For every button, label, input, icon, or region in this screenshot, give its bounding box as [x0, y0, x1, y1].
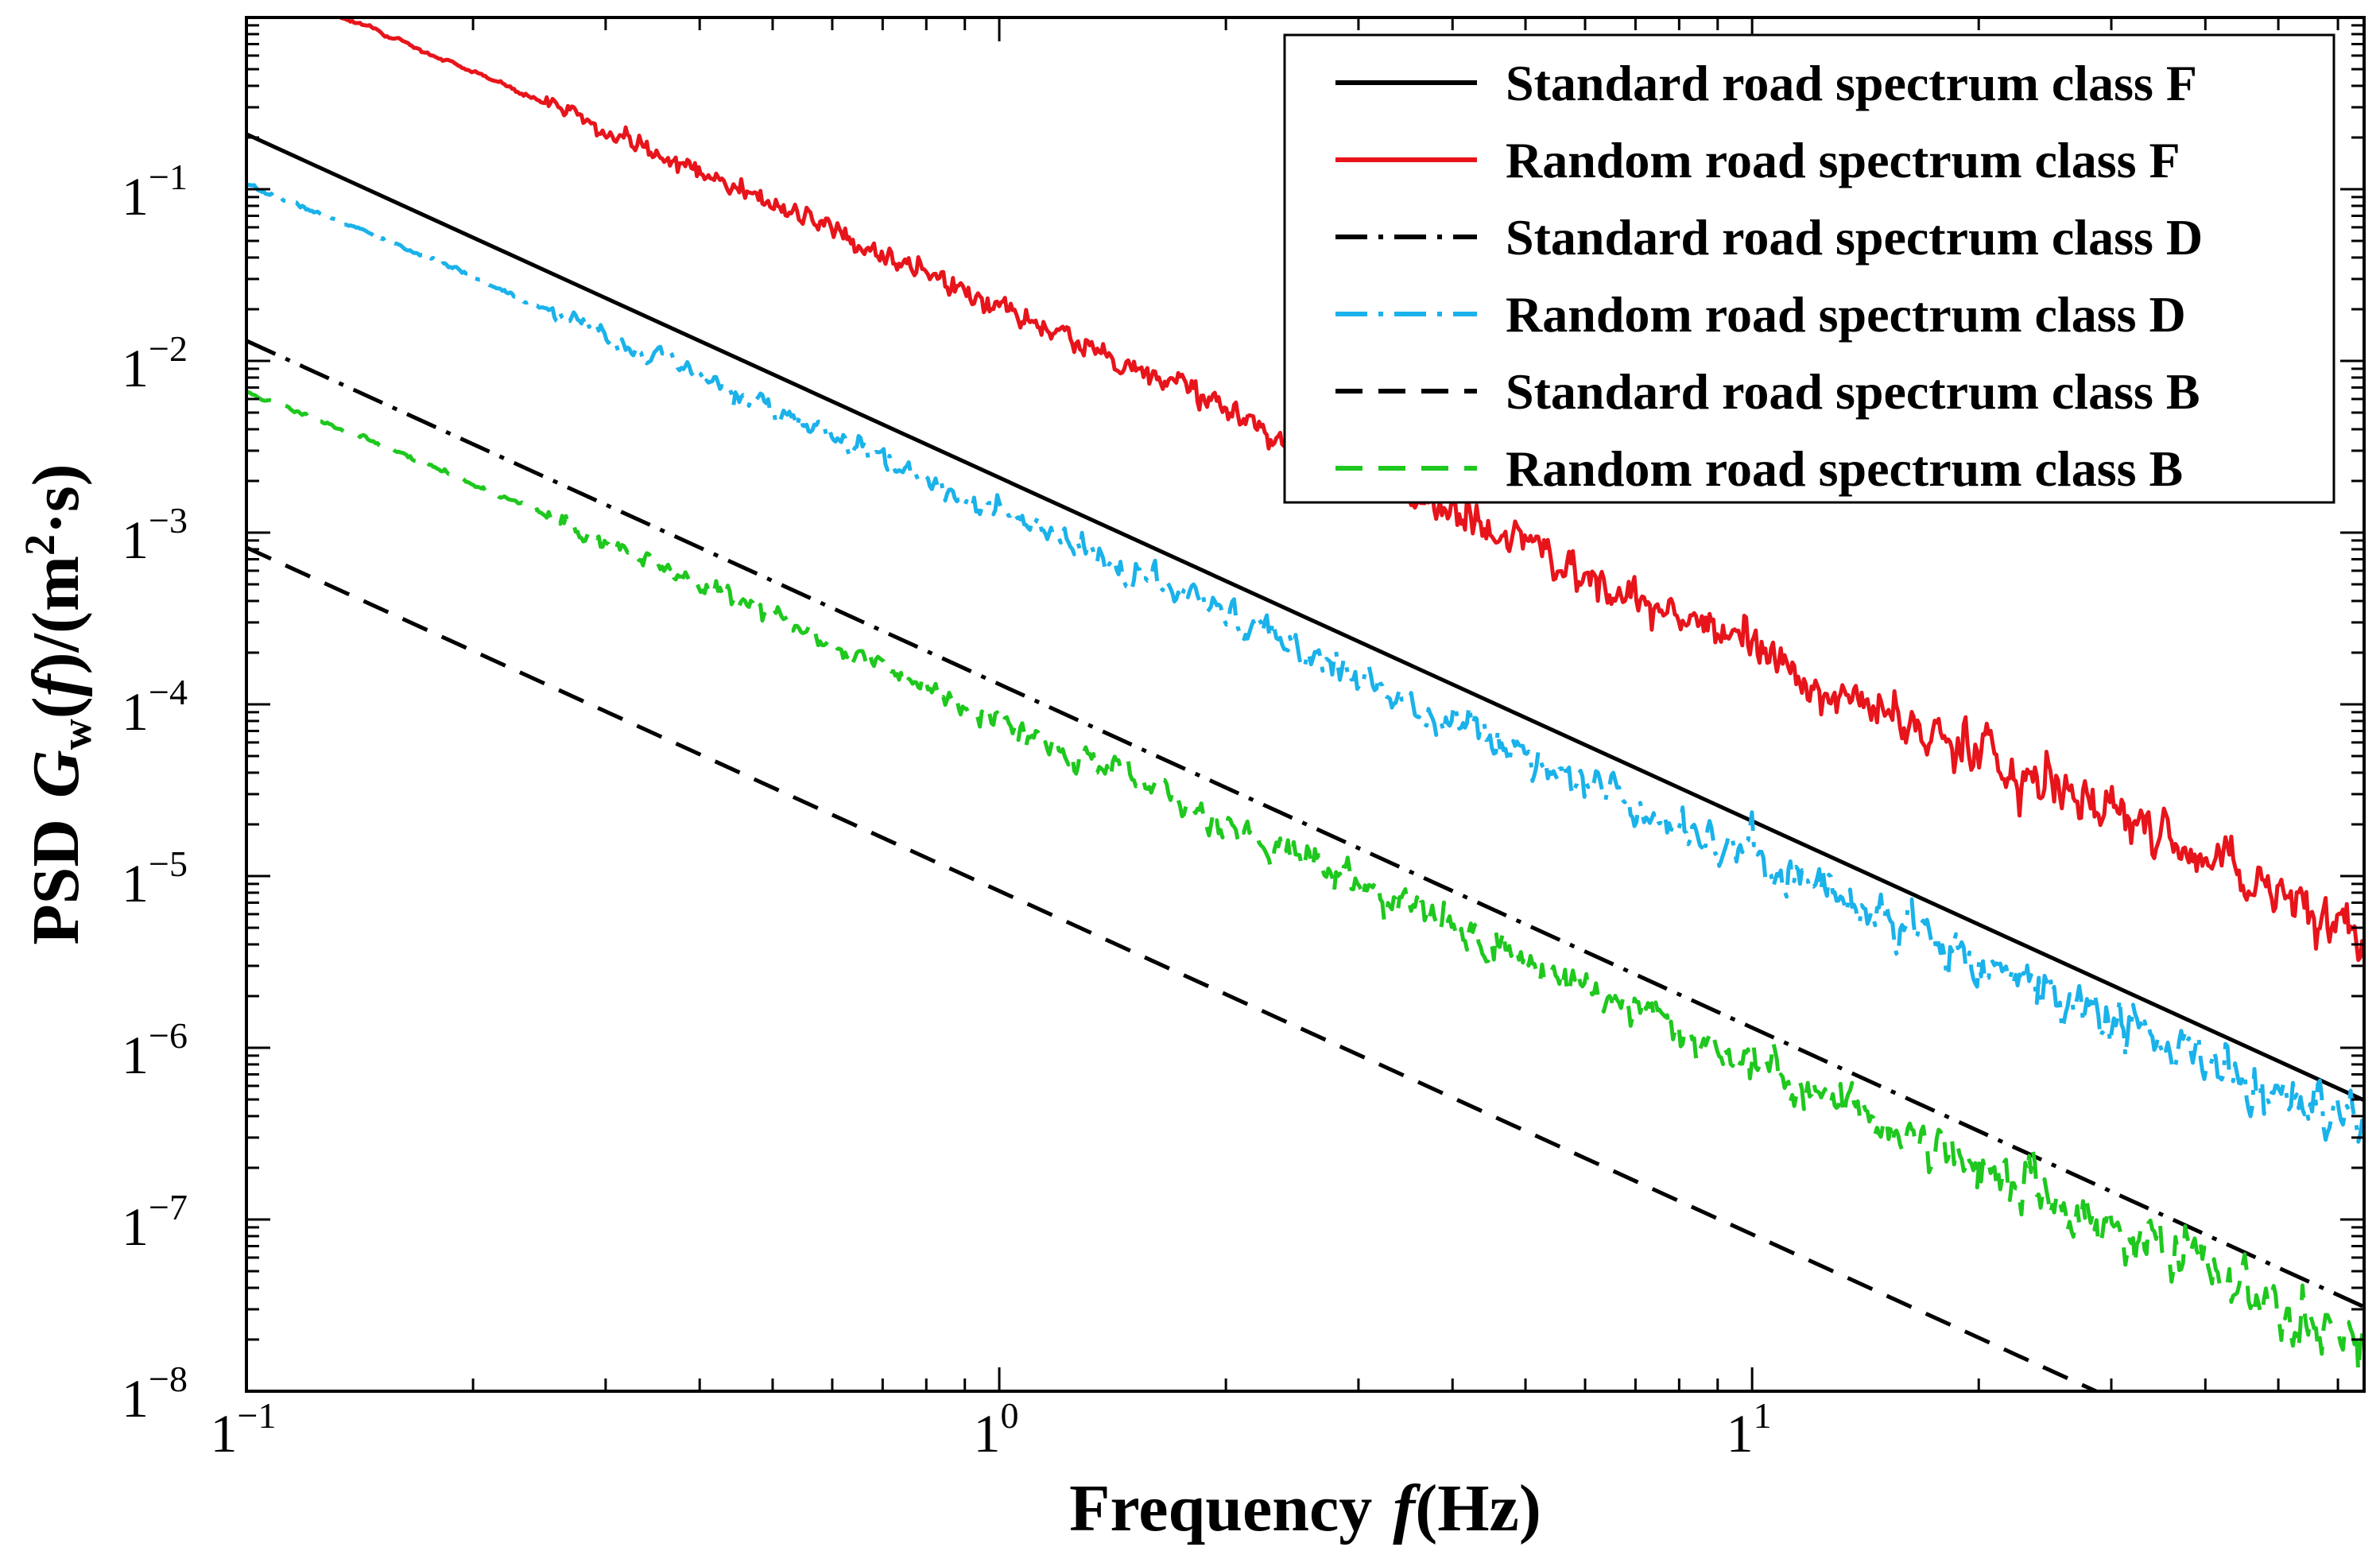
y-tick-label: 1−3 — [122, 500, 188, 570]
series-line-3 — [246, 339, 2364, 1309]
y-axis-title: PSDGw(f)/(m2·s) — [16, 463, 100, 944]
legend-label: Random road spectrum class D — [1506, 286, 2186, 343]
y-tick-label: 1−6 — [122, 1015, 188, 1085]
series-line-4 — [246, 182, 2364, 1144]
x-axis-title-prefix: Frequency — [1069, 1472, 1372, 1545]
legend-label: Random road spectrum class B — [1506, 440, 2183, 497]
y-axis-title-open: ( — [19, 696, 93, 719]
y-axis-title-var: G — [19, 750, 93, 798]
legend-label: Standard road spectrum class F — [1506, 55, 2197, 111]
series-line-5 — [246, 545, 2101, 1391]
y-axis-title-unit: ·s) — [19, 463, 93, 534]
x-axis-title: Frequency f(Hz) — [1069, 1472, 1541, 1545]
series-line-1 — [246, 132, 2364, 1103]
y-tick-labels: 1−1 1−2 1−3 1−4 1−5 1−6 1−7 1−8 — [122, 157, 188, 1429]
x-tick-label: 11 — [1727, 1395, 1772, 1464]
y-tick-label: 1−8 — [122, 1359, 188, 1429]
legend: Standard road spectrum class F Random roa… — [1283, 33, 2335, 504]
y-axis-title-prefix: PSD — [19, 819, 93, 945]
y-tick-label: 1−7 — [122, 1187, 188, 1257]
y-axis-title-sup: 2 — [16, 534, 64, 556]
y-axis-title-sub: w — [52, 719, 100, 750]
x-tick-label: 1−1 — [211, 1395, 277, 1464]
y-tick-label: 1−4 — [122, 672, 188, 742]
legend-label: Standard road spectrum class D — [1506, 209, 2203, 266]
y-tick-label: 1−1 — [122, 157, 188, 227]
x-tick-label: 10 — [974, 1395, 1019, 1464]
ticks-layer — [245, 17, 2364, 1393]
series-line-6 — [246, 390, 2364, 1374]
series-layer — [246, 17, 2364, 1391]
x-tick-labels: 1−1 10 11 — [211, 1395, 1772, 1464]
x-axis-title-unit: (Hz) — [1415, 1472, 1541, 1545]
y-axis-title-close: )/(m — [19, 556, 93, 674]
y-tick-label: 1−5 — [122, 843, 188, 913]
legend-box — [1283, 33, 2335, 504]
y-tick-label: 1−2 — [122, 328, 188, 398]
legend-label: Random road spectrum class F — [1506, 132, 2180, 188]
legend-label: Standard road spectrum class B — [1506, 363, 2200, 420]
